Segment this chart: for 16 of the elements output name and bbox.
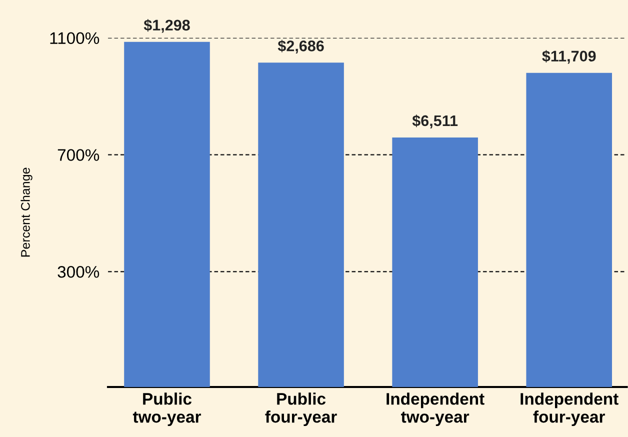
x-tick-label: Public four-year — [265, 392, 337, 426]
annotation: $1,298 — [144, 19, 190, 33]
annotation: $11,709 — [542, 50, 596, 64]
annotation: $2,686 — [278, 40, 324, 54]
annotation: $6,511 — [412, 114, 458, 128]
x-tick-label: Independent two-year — [386, 392, 484, 426]
y-axis-title: Percent Change — [20, 168, 32, 257]
bar — [392, 137, 478, 388]
y-tick-label: 300% — [58, 266, 100, 278]
y-tick-label: 700% — [58, 149, 100, 161]
bar — [526, 72, 612, 388]
bar — [258, 62, 344, 388]
x-tick-label: Independent four-year — [520, 392, 618, 426]
y-tick-label: 1100% — [50, 32, 100, 44]
x-tick-label: Public two-year — [132, 392, 202, 426]
bar — [124, 42, 210, 388]
